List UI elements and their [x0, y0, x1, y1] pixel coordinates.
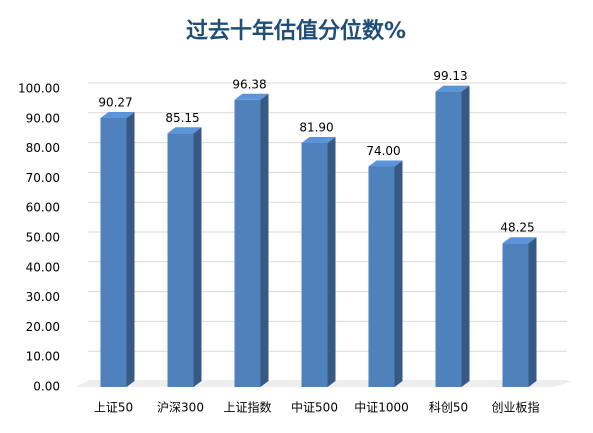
value-label: 99.13 — [433, 69, 467, 83]
y-tick-label: 60.00 — [26, 201, 60, 215]
bar-side — [461, 85, 470, 388]
y-tick-label: 10.00 — [26, 350, 60, 364]
bar-side — [528, 237, 537, 387]
x-tick-label: 中证500 — [291, 400, 338, 415]
x-tick-label: 上证指数 — [223, 400, 271, 415]
bar — [234, 99, 261, 387]
bar-side — [126, 111, 135, 388]
bar-side — [260, 93, 269, 387]
value-label: 48.25 — [500, 221, 534, 235]
y-tick-label: 90.00 — [26, 111, 60, 125]
bar-top — [167, 127, 202, 134]
y-tick-label: 80.00 — [26, 141, 60, 155]
value-label: 74.00 — [366, 144, 400, 158]
bar-top — [368, 160, 403, 167]
x-tick-label: 上证50 — [94, 401, 133, 415]
bar — [167, 133, 194, 387]
y-tick-label: 30.00 — [26, 290, 60, 304]
value-label: 96.38 — [232, 77, 266, 91]
y-tick-label: 70.00 — [26, 171, 60, 185]
bar — [368, 166, 395, 387]
bar-side — [193, 127, 202, 388]
value-label: 85.15 — [165, 111, 199, 125]
bar — [502, 243, 529, 387]
value-label: 90.27 — [98, 95, 132, 109]
bar-side — [327, 136, 336, 387]
x-tick-label: 沪深300 — [157, 401, 204, 415]
x-tick-label: 创业板指 — [491, 400, 539, 415]
bar-top — [100, 111, 135, 118]
bar-top — [301, 136, 336, 143]
bar-top — [435, 85, 470, 92]
x-tick-label: 中证1000 — [354, 400, 409, 415]
chart-title: 过去十年估值分位数% — [186, 18, 406, 44]
y-tick-label: 50.00 — [26, 231, 60, 245]
y-tick-label: 20.00 — [26, 320, 60, 334]
bar — [301, 142, 328, 387]
bar — [435, 91, 462, 388]
bar-top — [234, 93, 269, 100]
y-tick-label: 40.00 — [26, 260, 60, 274]
bar-top — [502, 237, 537, 244]
y-tick-label: 0.00 — [33, 380, 60, 394]
x-tick-label: 科创50 — [429, 401, 468, 415]
y-tick-label: 100.00 — [18, 82, 60, 96]
value-label: 81.90 — [299, 120, 333, 134]
bar — [100, 117, 127, 388]
bar-side — [394, 160, 403, 387]
